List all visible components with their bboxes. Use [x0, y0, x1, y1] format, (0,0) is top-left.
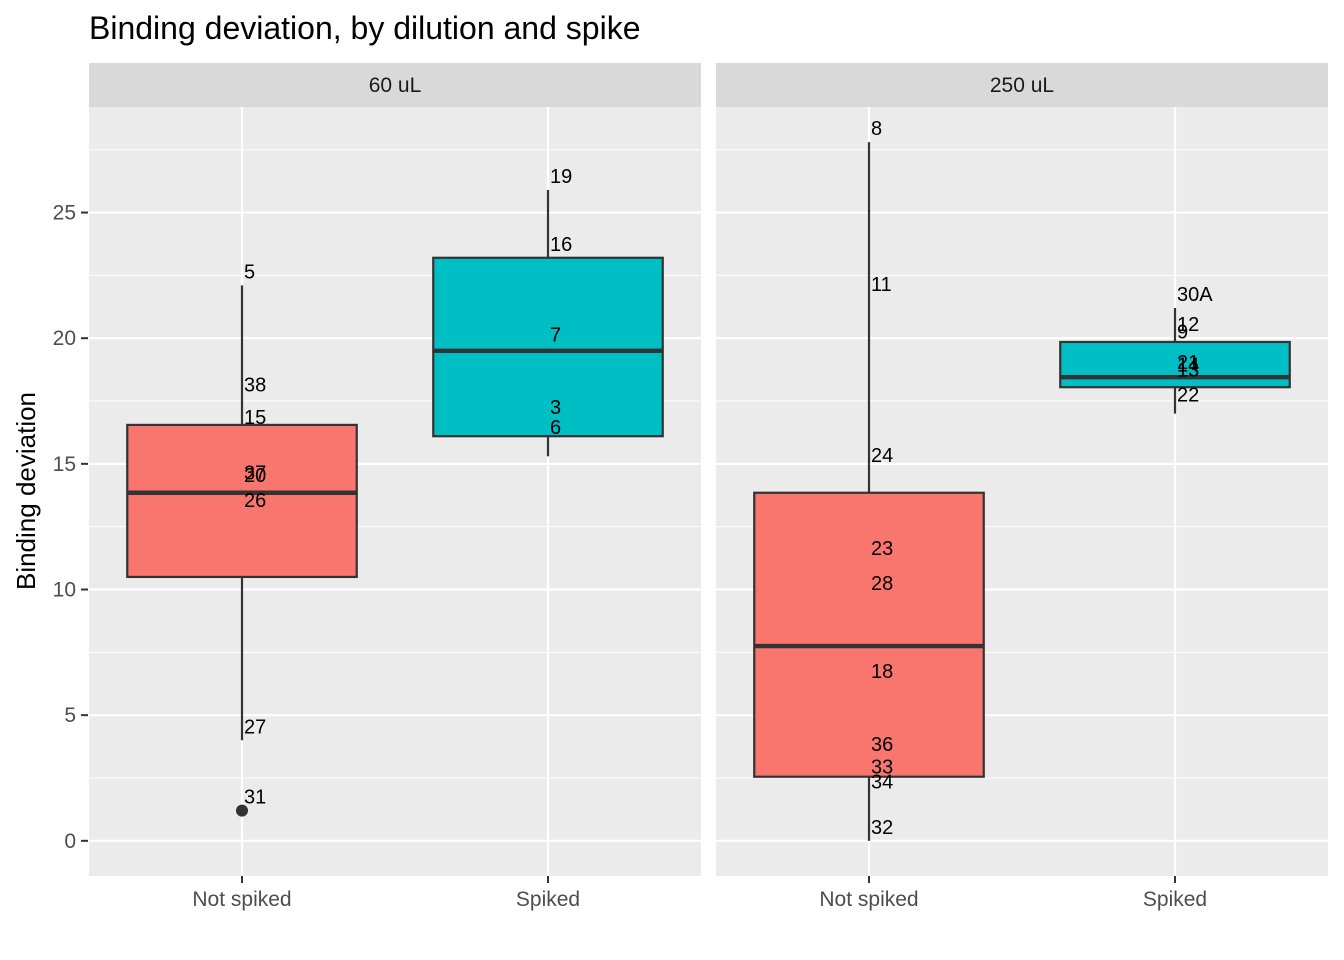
box: [1059, 340, 1291, 389]
point-label: 23: [871, 538, 893, 560]
y-tick-label: 20: [53, 327, 76, 350]
point-label: 8: [871, 118, 882, 140]
box: [126, 423, 358, 579]
facet-strip-label: 250 uL: [990, 74, 1054, 97]
y-tick-label: 15: [53, 453, 76, 476]
y-axis: 0 5 10 15 20 25: [53, 202, 88, 853]
point-label: 15: [244, 407, 266, 429]
y-tick-label: 5: [64, 704, 76, 727]
y-tick-label: 0: [64, 830, 76, 853]
y-tick-label: 10: [53, 579, 76, 602]
x-tick-label: Spiked: [1143, 888, 1207, 911]
point-label: 21: [1177, 352, 1199, 374]
point-label: 5: [244, 261, 255, 283]
point-label: 38: [244, 375, 266, 397]
box: [432, 256, 664, 438]
facet-strip: [716, 63, 1328, 107]
point-label: 7: [550, 324, 561, 346]
outlier-point: [236, 804, 248, 817]
point-label: 20: [244, 465, 266, 487]
point-label: 32: [871, 817, 893, 839]
chart-title: Binding deviation, by dilution and spike: [89, 10, 640, 46]
point-label: 24: [871, 445, 893, 467]
point-label: 6: [550, 417, 561, 439]
point-label: 9: [1177, 322, 1188, 344]
point-label: 3: [550, 397, 561, 419]
x-tick-label: Not spiked: [819, 888, 918, 911]
point-label: 28: [871, 573, 893, 595]
box: [753, 491, 985, 778]
point-label: 26: [244, 490, 266, 512]
y-axis-title: Binding deviation: [11, 392, 41, 590]
point-label: 12: [1177, 314, 1199, 336]
point-label: 19: [550, 166, 572, 188]
facet-strip: [89, 63, 701, 107]
facet-strip-label: 60 uL: [369, 74, 422, 97]
y-tick-label: 25: [53, 202, 76, 225]
point-label: 11: [871, 274, 892, 296]
x-tick-label: Not spiked: [192, 888, 291, 911]
point-label: 27: [244, 716, 266, 738]
box-group: 19 16 7 36: [432, 166, 664, 457]
point-label: 18: [871, 661, 893, 683]
point-label: 13: [1177, 359, 1199, 381]
point-label: 34: [871, 772, 893, 794]
point-label: 14: [1177, 354, 1199, 376]
x-tick-label: Spiked: [516, 888, 580, 911]
point-label: 22: [1177, 385, 1199, 407]
point-label: 36: [871, 734, 893, 756]
point-label: 37: [244, 462, 266, 484]
point-label: 30A: [1177, 284, 1213, 306]
point-label: 16: [550, 234, 572, 256]
point-label: 33: [871, 757, 893, 779]
point-label: 31: [244, 787, 266, 809]
